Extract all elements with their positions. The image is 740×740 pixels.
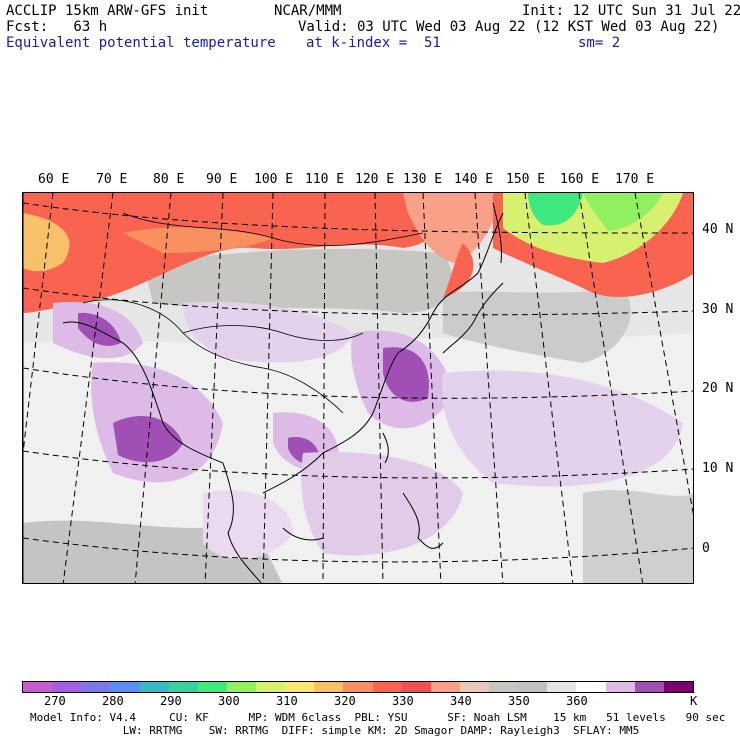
lon-label: 70 E <box>96 172 128 187</box>
lon-label: 80 E <box>153 172 185 187</box>
colorbar-swatch <box>459 682 489 692</box>
lon-label: 120 E <box>355 172 395 187</box>
lat-label: 30 N <box>702 302 734 317</box>
center-label: NCAR/MMM <box>274 3 342 19</box>
valid-time: Valid: 03 UTC Wed 03 Aug 22 (12 KST Wed … <box>298 19 720 35</box>
colorbar-tick: 340 <box>450 694 472 708</box>
model-title: ACCLIP 15km ARW-GFS init <box>6 3 209 19</box>
colorbar-tick: 330 <box>392 694 414 708</box>
colorbar-swatch <box>81 682 111 692</box>
colorbar-swatch <box>518 682 548 692</box>
colorbar-swatch <box>139 682 169 692</box>
colorbar-tick: 290 <box>160 694 182 708</box>
colorbar-unit: K <box>690 694 698 708</box>
colorbar-swatch <box>430 682 460 692</box>
lat-label: 0 <box>702 541 710 556</box>
colorbar-swatch <box>489 682 519 692</box>
colorbar-swatch <box>634 682 664 692</box>
lon-label: 90 E <box>206 172 238 187</box>
theta-e-field <box>23 193 693 583</box>
colorbar-swatch <box>547 682 577 692</box>
map-panel <box>22 192 694 584</box>
colorbar-swatch <box>401 682 431 692</box>
colorbar-tick: 350 <box>508 694 530 708</box>
lat-label: 40 N <box>702 222 734 237</box>
colorbar-swatch <box>372 682 402 692</box>
forecast-hour: Fcst: 63 h <box>6 19 108 35</box>
colorbar-swatch <box>343 682 373 692</box>
colorbar-tick: 300 <box>218 694 240 708</box>
colorbar-swatch <box>23 682 53 692</box>
lon-label: 60 E <box>38 172 70 187</box>
smoothing: sm= 2 <box>578 35 621 51</box>
lon-label: 130 E <box>403 172 443 187</box>
colorbar-swatch <box>605 682 635 692</box>
colorbar-swatch <box>52 682 82 692</box>
lon-label: 150 E <box>506 172 546 187</box>
lon-label: 170 E <box>615 172 655 187</box>
model-info-line2: LW: RRTMG SW: RRTMG DIFF: simple KM: 2D … <box>30 724 640 737</box>
colorbar-tick: 280 <box>102 694 124 708</box>
lat-label: 20 N <box>702 381 734 396</box>
field-name: Equivalent potential temperature <box>6 35 276 51</box>
colorbar-swatch <box>168 682 198 692</box>
colorbar <box>22 681 694 693</box>
colorbar-tick: 310 <box>276 694 298 708</box>
init-time: Init: 12 UTC Sun 31 Jul 22 <box>522 3 740 19</box>
colorbar-swatch <box>110 682 140 692</box>
colorbar-tick: 270 <box>44 694 66 708</box>
colorbar-swatch <box>663 682 693 692</box>
colorbar-swatch <box>256 682 286 692</box>
colorbar-swatch <box>314 682 344 692</box>
colorbar-tick: 320 <box>334 694 356 708</box>
lon-label: 140 E <box>454 172 494 187</box>
model-info-line1: Model Info: V4.4 CU: KF MP: WDM 6class P… <box>30 711 726 724</box>
colorbar-swatch <box>285 682 315 692</box>
lon-label: 110 E <box>305 172 345 187</box>
colorbar-swatch <box>576 682 606 692</box>
lon-label: 100 E <box>254 172 294 187</box>
lon-label: 160 E <box>560 172 600 187</box>
level-index: at k-index = 51 <box>306 35 441 51</box>
colorbar-tick: 360 <box>566 694 588 708</box>
colorbar-swatch <box>226 682 256 692</box>
colorbar-swatch <box>197 682 227 692</box>
lat-label: 10 N <box>702 461 734 476</box>
